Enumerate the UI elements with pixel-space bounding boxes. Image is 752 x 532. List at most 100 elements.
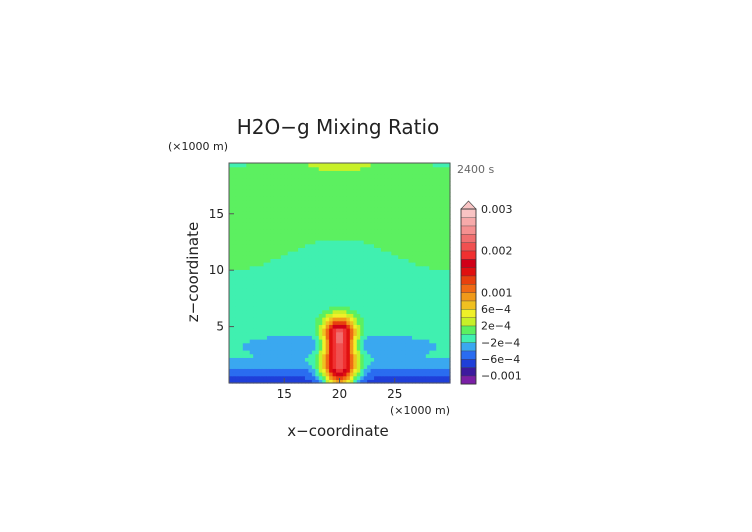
heatmap-cell (284, 346, 289, 351)
heatmap-cell (253, 181, 258, 186)
heatmap-cell (443, 163, 448, 168)
heatmap-cell (380, 273, 385, 278)
heatmap-cell (446, 353, 451, 358)
heatmap-cell (418, 350, 423, 355)
heatmap-cell (415, 262, 420, 267)
heatmap-cell (332, 174, 337, 179)
heatmap-cell (346, 291, 351, 296)
heatmap-cell (398, 188, 403, 193)
heatmap-cell (291, 177, 296, 182)
heatmap-cell (277, 331, 282, 336)
heatmap-cell (294, 309, 299, 314)
heatmap-cell (301, 210, 306, 215)
heatmap-cell (380, 181, 385, 186)
heatmap-cell (405, 196, 410, 201)
heatmap-cell (273, 196, 278, 201)
heatmap-cell (280, 163, 285, 168)
heatmap-cell (291, 174, 296, 179)
heatmap-cell (263, 207, 268, 212)
heatmap-cell (315, 254, 320, 259)
heatmap-cell (232, 331, 237, 336)
heatmap-cell (235, 232, 240, 237)
heatmap-cell (394, 232, 399, 237)
heatmap-cell (284, 199, 289, 204)
heatmap-cell (425, 192, 430, 197)
heatmap-cell (418, 353, 423, 358)
heatmap-cell (308, 317, 313, 322)
heatmap-cell (273, 229, 278, 234)
heatmap-cell (280, 247, 285, 252)
heatmap-cell (301, 170, 306, 175)
heatmap-cell (266, 199, 272, 204)
heatmap-cell (387, 269, 392, 274)
heatmap-cell (277, 368, 282, 373)
heatmap-cell (363, 185, 368, 190)
heatmap-cell (425, 265, 430, 270)
heatmap-cell (291, 335, 296, 340)
heatmap-cell (256, 192, 261, 197)
heatmap-cell (360, 350, 365, 355)
heatmap-cell (398, 181, 403, 186)
heatmap-cell (273, 203, 278, 208)
heatmap-cell (239, 295, 244, 300)
heatmap-cell (346, 163, 351, 168)
heatmap-cell (280, 221, 285, 226)
heatmap-cell (266, 232, 272, 237)
heatmap-cell (394, 364, 399, 369)
heatmap-cell (263, 262, 268, 267)
heatmap-cell (425, 320, 430, 325)
heatmap-cell (360, 229, 365, 234)
heatmap-cell (422, 221, 427, 226)
heatmap-cell (260, 280, 265, 285)
heatmap-cell (422, 163, 427, 168)
heatmap-cell (329, 196, 334, 201)
heatmap-cell (356, 306, 361, 311)
heatmap-cell (304, 324, 310, 329)
heatmap-cell (346, 379, 351, 384)
heatmap-cell (429, 236, 434, 241)
heatmap-cell (360, 357, 365, 362)
heatmap-cell (329, 295, 334, 300)
heatmap-cell (425, 166, 430, 171)
heatmap-cell (346, 324, 351, 329)
heatmap-cell (260, 262, 265, 267)
heatmap-cell (387, 328, 392, 333)
heatmap-cell (315, 196, 320, 201)
heatmap-cell (412, 317, 417, 322)
heatmap-cell (360, 276, 365, 281)
colorbar-swatch (460, 342, 477, 352)
heatmap-cell (273, 276, 278, 281)
heatmap-cell (249, 328, 254, 333)
heatmap-cell (436, 170, 441, 175)
heatmap-cell (412, 214, 417, 219)
heatmap-cell (342, 313, 347, 318)
heatmap-cell (363, 287, 368, 292)
heatmap-cell (315, 262, 320, 267)
heatmap-cell (322, 258, 327, 263)
heatmap-cell (405, 192, 410, 197)
heatmap-cell (232, 225, 237, 230)
heatmap-cell (415, 174, 420, 179)
heatmap-cell (266, 331, 272, 336)
heatmap-cell (408, 284, 413, 289)
heatmap-cell (298, 379, 303, 384)
heatmap-cell (266, 218, 272, 223)
heatmap-cell (325, 185, 330, 190)
heatmap-cell (443, 207, 448, 212)
heatmap-cell (249, 163, 254, 168)
heatmap-cell (263, 328, 268, 333)
heatmap-cell (353, 210, 358, 215)
heatmap-cell (380, 254, 385, 259)
heatmap-cell (232, 207, 237, 212)
heatmap-cell (287, 320, 292, 325)
heatmap-cell (342, 346, 347, 351)
heatmap-cell (356, 313, 361, 318)
heatmap-cell (256, 273, 261, 278)
heatmap-cell (349, 210, 354, 215)
colorbar-label: 0.001 (481, 286, 513, 299)
heatmap-cell (266, 284, 272, 289)
heatmap-cell (287, 309, 292, 314)
heatmap-cell (363, 276, 368, 281)
heatmap-cell (342, 196, 347, 201)
heatmap-cell (298, 335, 303, 340)
